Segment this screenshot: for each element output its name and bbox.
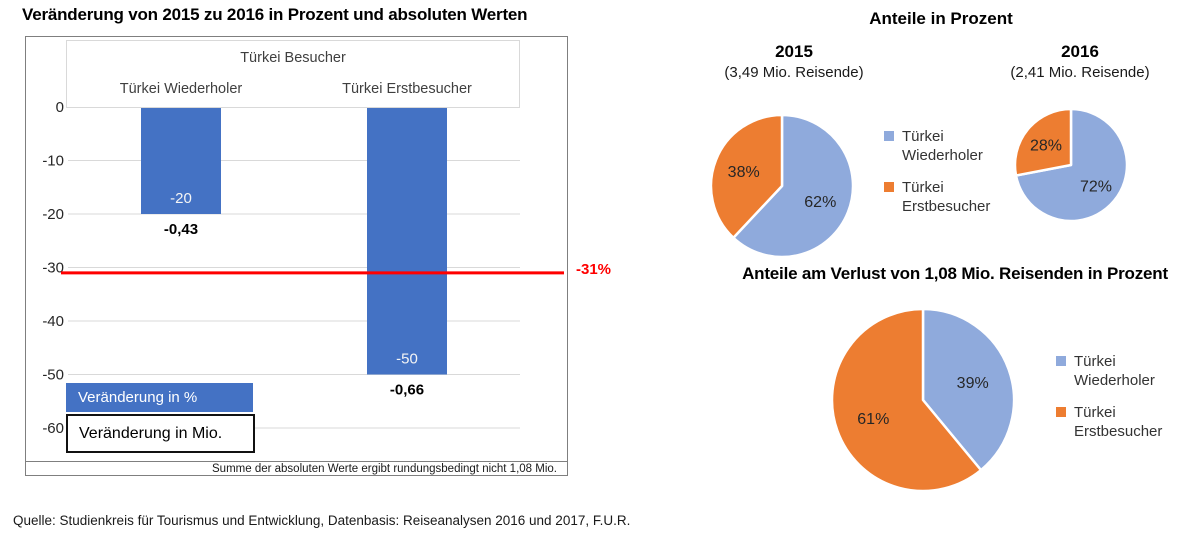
pie-percent-label: 38% [728, 164, 760, 181]
pie-percent-label: 28% [1030, 137, 1062, 154]
legend-label: Türkei Wiederholer [902, 128, 983, 164]
pie-slice-türkei-wiederholer [732, 113, 855, 259]
legend-swatch-orange-icon [1056, 407, 1066, 417]
pie-slice-türkei-erstbesucher [709, 113, 784, 240]
category-label-wiederholer: Türkei Wiederholer [119, 81, 243, 97]
pie-loss-svg: 39% 61% [830, 307, 1016, 493]
bar-plot-svg: 0 -10 -20 -30 -40 -50 -60 -20 -0,43 -50 -0,66 [42, 99, 564, 437]
pie-percent-label: 62% [804, 194, 836, 211]
legend-veraenderung-mio: Veränderung in Mio. [66, 414, 255, 453]
pie-2016-title: 2016 [1061, 42, 1099, 61]
pie-2015-title: 2015 [775, 42, 813, 61]
legend-swatch-blue-icon [1056, 356, 1066, 366]
source-text: Quelle: Studienkreis für Tourismus und E… [13, 512, 631, 528]
bar-türkei-wiederholer [141, 107, 221, 214]
reference-line-label: -31% [576, 261, 612, 278]
legend-swatch-blue-icon [884, 131, 894, 141]
pie-slice-türkei-erstbesucher [830, 307, 983, 493]
chart-footnote: Summe der absoluten Werte ergibt rundung… [26, 461, 567, 475]
pie-legend-top: Türkei Wiederholer Türkei Erstbesucher [884, 127, 1010, 229]
bar-chart-frame: 0 -10 -20 -30 -40 -50 -60 -20 -0,43 -50 -0,66 Türk… [25, 36, 568, 476]
legend-label: Türkei Wiederholer [1074, 353, 1155, 389]
bar-absolute-label: -0,66 [390, 382, 424, 399]
pie-2016-svg: 72% 28% [1013, 107, 1129, 223]
legend-veraenderung-prozent: Veränderung in % [66, 383, 253, 412]
category-axis-header: Türkei Besucher Türkei Wiederholer Türke… [66, 40, 520, 108]
pies-section-title: Anteile in Prozent [869, 9, 1013, 28]
pie-2016-subtitle: (2,41 Mio. Reisende) [1010, 64, 1150, 81]
y-axis-tick-label: -10 [42, 153, 64, 170]
y-axis-tick-label: -50 [42, 367, 64, 384]
y-axis-tick-label: -30 [42, 260, 64, 277]
pie-slice-türkei-wiederholer [921, 307, 1016, 472]
bar-türkei-erstbesucher [367, 107, 447, 375]
bar-value-label: -50 [396, 351, 418, 368]
pie-legend-loss: Türkei Wiederholer Türkei Erstbesucher [1056, 352, 1182, 454]
pie-2015-subtitle: (3,49 Mio. Reisende) [724, 64, 864, 81]
y-axis-tick-label: -20 [42, 206, 64, 223]
y-axis-tick-label: 0 [56, 99, 64, 116]
loss-pie-title: Anteile am Verlust von 1,08 Mio. Reisend… [742, 264, 1168, 283]
legend-swatch-orange-icon [884, 182, 894, 192]
category-group-label: Türkei Besucher [240, 49, 346, 66]
legend-label: Türkei Erstbesucher [902, 179, 991, 215]
legend-item-wiederholer: Türkei Wiederholer [884, 127, 1010, 165]
legend-item-erstbesucher: Türkei Erstbesucher [1056, 403, 1182, 441]
pie-slice-türkei-erstbesucher [1013, 107, 1073, 177]
legend-label: Türkei Erstbesucher [1074, 404, 1163, 440]
pie-percent-label: 72% [1080, 179, 1112, 196]
bar-absolute-label: -0,43 [164, 221, 198, 238]
pie-percent-label: 39% [957, 375, 989, 392]
legend-item-wiederholer: Türkei Wiederholer [1056, 352, 1182, 390]
y-axis-tick-label: -60 [42, 420, 64, 437]
y-axis-tick-label: -40 [42, 313, 64, 330]
category-label-erstbesucher: Türkei Erstbesucher [342, 81, 472, 97]
bar-chart-title: Veränderung von 2015 zu 2016 in Prozent … [22, 5, 528, 24]
pie-percent-label: 61% [857, 411, 889, 428]
pie-2015-svg: 62% 38% [709, 113, 855, 259]
bar-value-label: -20 [170, 190, 192, 207]
legend-item-erstbesucher: Türkei Erstbesucher [884, 178, 1010, 216]
